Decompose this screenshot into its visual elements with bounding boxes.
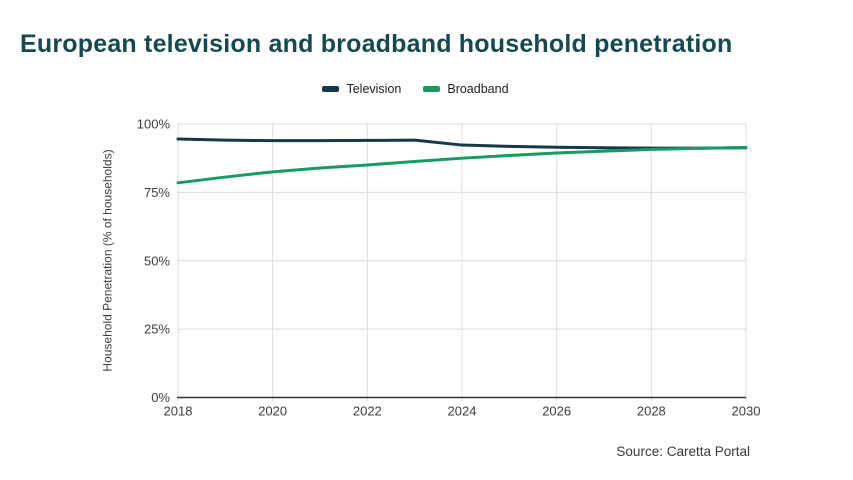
svg-text:2030: 2030 [732,404,761,419]
y-axis-title: Household Penetration (% of households) [100,149,115,372]
legend-item-television: Television [322,82,401,96]
broadband-legend-swatch [423,86,441,92]
svg-text:100%: 100% [137,117,171,132]
svg-text:2026: 2026 [542,404,571,419]
svg-text:2028: 2028 [637,404,666,419]
television-legend-swatch [322,86,340,92]
broadband-legend-label: Broadband [447,82,509,96]
legend-item-broadband: Broadband [423,82,509,96]
svg-text:75%: 75% [144,185,170,200]
svg-text:0%: 0% [151,390,170,405]
television-legend-label: Television [346,82,402,96]
svg-text:2024: 2024 [448,404,477,419]
svg-text:2018: 2018 [164,404,193,419]
chart-title: European television and broadband househ… [20,30,733,58]
chart-legend: Television Broadband [0,82,831,96]
svg-text:2022: 2022 [353,404,382,419]
svg-text:25%: 25% [144,322,170,337]
svg-text:2020: 2020 [258,404,287,419]
source-note: Source: Caretta Portal [616,444,750,459]
svg-text:50%: 50% [144,253,170,268]
